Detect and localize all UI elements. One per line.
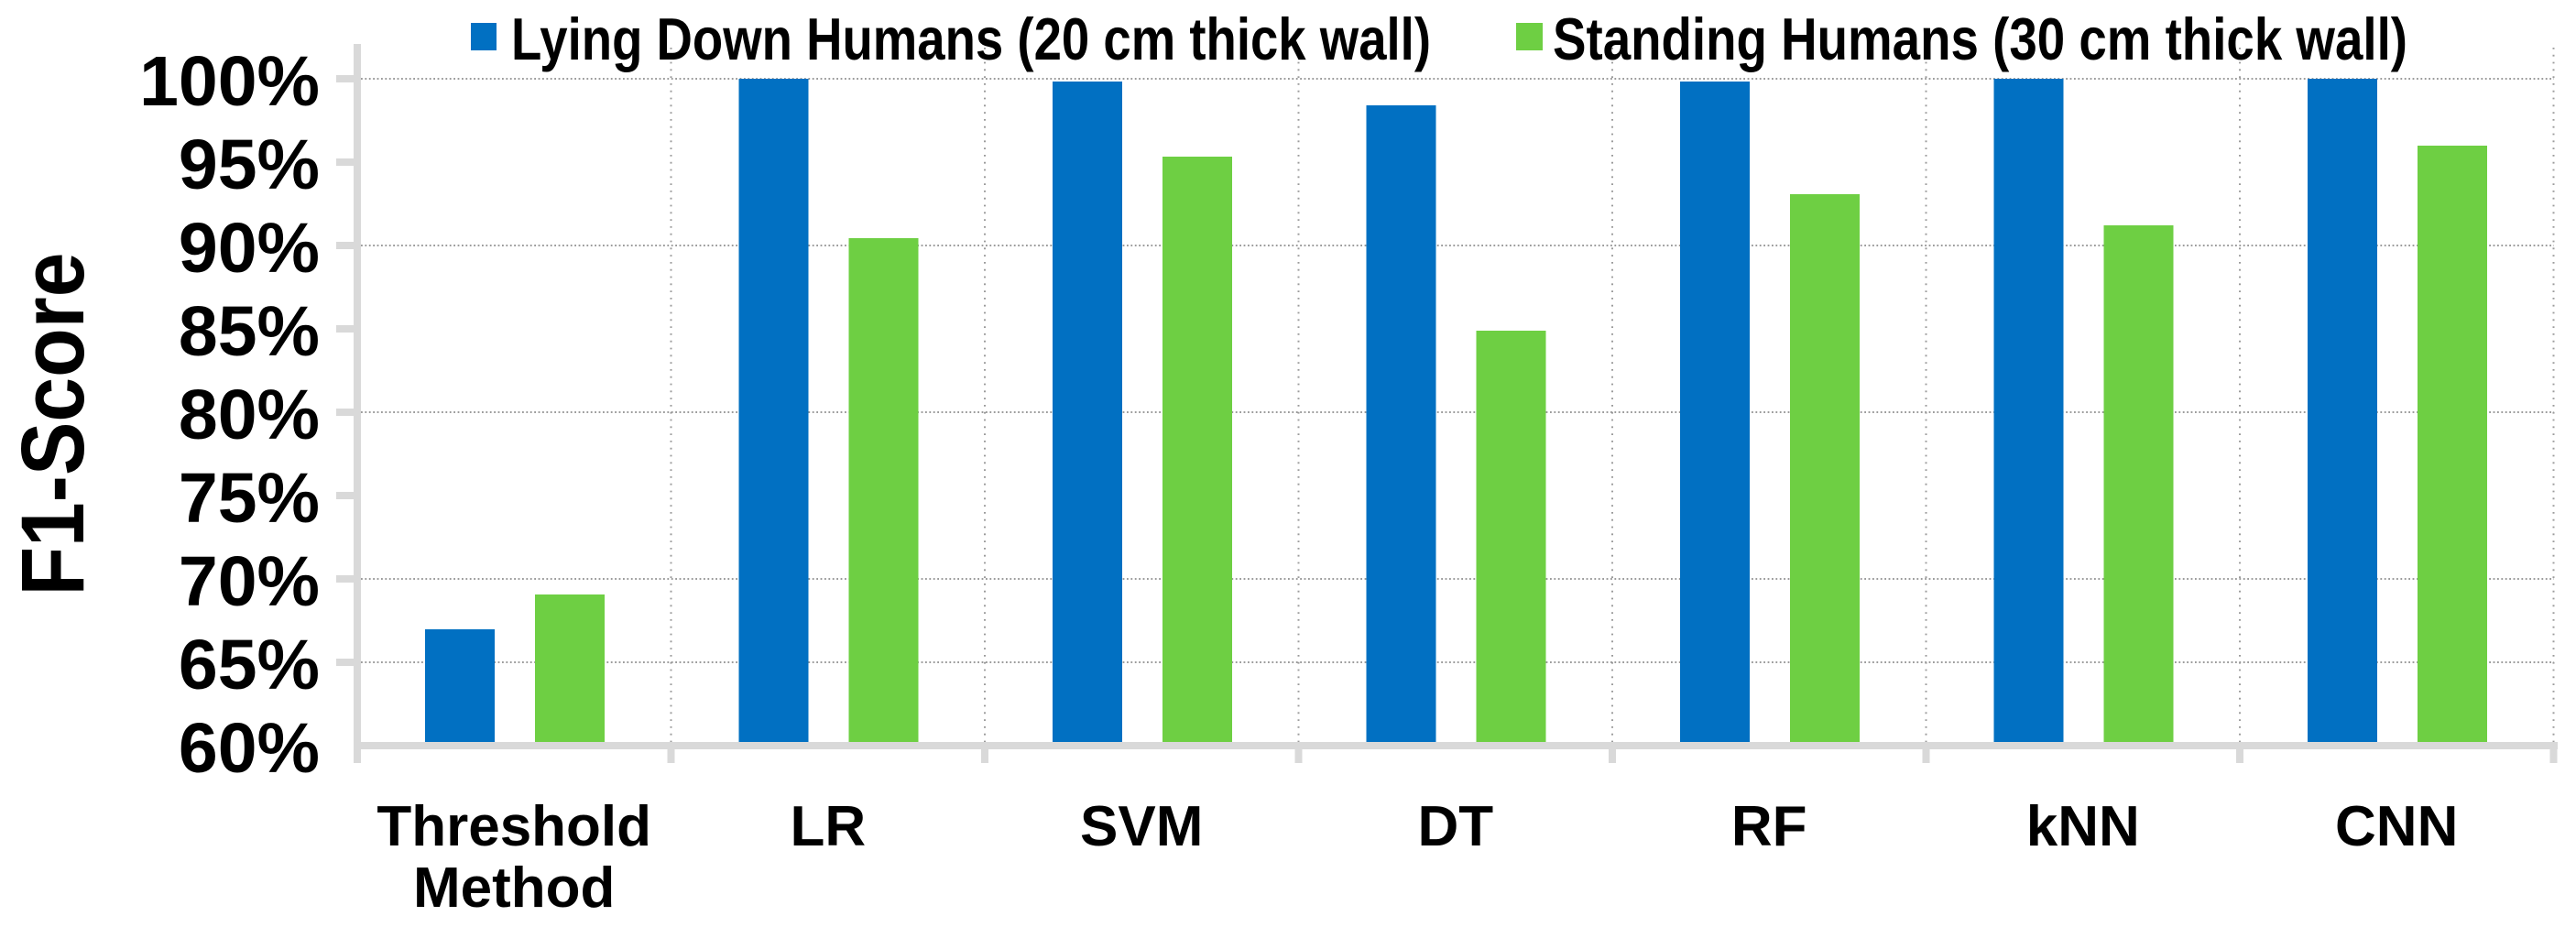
svg-text:CNN: CNN (2335, 795, 2458, 858)
svg-text:Method: Method (413, 856, 615, 920)
svg-text:60%: 60% (179, 709, 320, 788)
svg-text:65%: 65% (179, 626, 320, 704)
svg-text:SVM: SVM (1080, 795, 1203, 858)
svg-text:RF: RF (1731, 795, 1807, 858)
svg-text:LR: LR (790, 795, 866, 858)
svg-text:90%: 90% (179, 209, 320, 288)
svg-text:75%: 75% (179, 459, 320, 538)
svg-text:F1-Score: F1-Score (3, 253, 103, 596)
svg-text:Lying Down Humans (20 cm thick: Lying Down Humans (20 cm thick wall) (511, 5, 1431, 72)
svg-text:85%: 85% (179, 292, 320, 371)
svg-text:kNN: kNN (2026, 795, 2140, 858)
svg-text:80%: 80% (179, 376, 320, 454)
svg-text:100%: 100% (139, 42, 320, 121)
svg-text:Standing Humans (30 cm thick w: Standing Humans (30 cm thick wall) (1553, 5, 2407, 72)
svg-text:Threshold: Threshold (377, 795, 651, 858)
svg-text:DT: DT (1417, 795, 1493, 858)
svg-text:95%: 95% (179, 125, 320, 204)
svg-text:70%: 70% (179, 542, 320, 621)
